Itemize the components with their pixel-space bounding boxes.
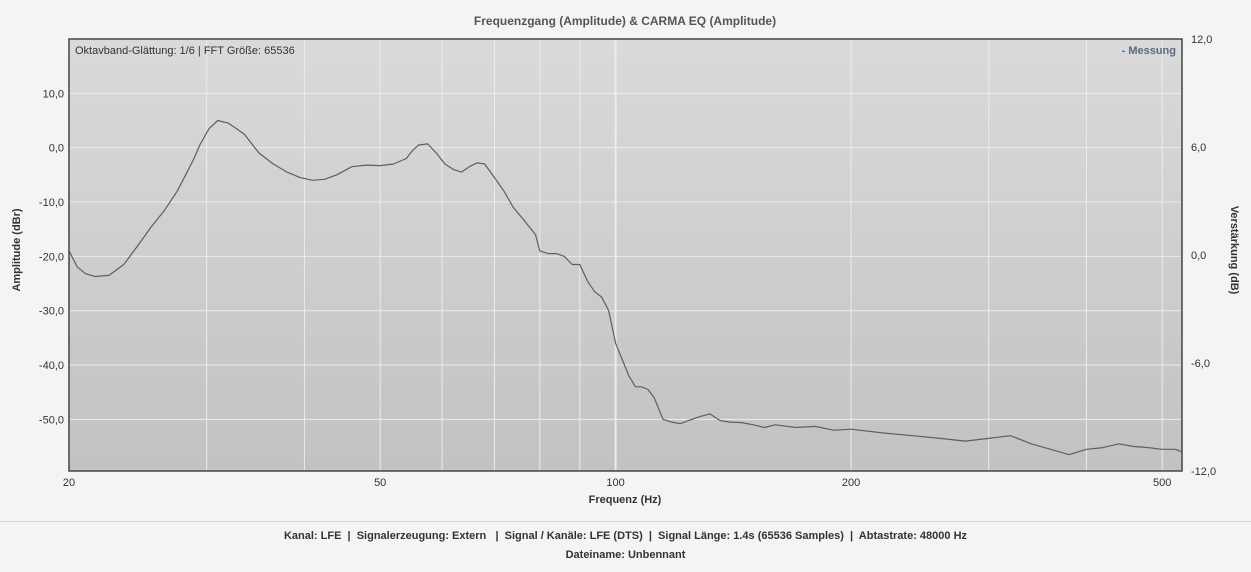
plot-border	[68, 38, 1183, 472]
y-tick-label-right: 12,0	[1191, 34, 1212, 46]
y-tick-label-left: -30,0	[39, 306, 64, 318]
legend-entry[interactable]: - Messung	[1122, 45, 1176, 57]
grid-lines	[69, 39, 1182, 471]
y-tick-label-left: -40,0	[39, 360, 64, 372]
y-tick-label-left: 10,0	[43, 88, 64, 100]
info-text: Oktavband-Glättung: 1/6 | FFT Größe: 655…	[75, 45, 295, 57]
x-tick-label: 500	[1153, 477, 1171, 489]
signal-info: Kanal: LFE | Signalerzeugung: Extern | S…	[283, 530, 968, 542]
x-tick-label: 50	[374, 477, 386, 489]
status-footer: Kanal: LFE | Signalerzeugung: Extern | S…	[0, 521, 1251, 572]
x-tick-label: 100	[606, 477, 624, 489]
x-tick-label: 20	[63, 477, 75, 489]
x-tick-label: 200	[842, 477, 860, 489]
series-line-messung	[68, 119, 1183, 456]
y-tick-label-left: -50,0	[39, 414, 64, 426]
y-tick-label-right: -6,0	[1191, 358, 1210, 370]
y-tick-label-right: 6,0	[1191, 142, 1206, 154]
plot-area	[69, 39, 1182, 471]
chart-title: Frequenzgang (Amplitude) & CARMA EQ (Amp…	[474, 14, 776, 28]
y-tick-label-left: 0,0	[49, 143, 64, 155]
frequency-response-chart: Frequenzgang (Amplitude) & CARMA EQ (Amp…	[11, 14, 1240, 506]
file-name: Dateiname: Unbennant	[565, 549, 686, 561]
y-axis-label-left: Amplitude (dBr)	[11, 208, 23, 291]
y-tick-label-left: -10,0	[39, 197, 64, 209]
y-tick-label-right: 0,0	[1191, 250, 1206, 262]
y-tick-label-right: -12,0	[1191, 466, 1216, 478]
y-axis-label-right: Verstärkung (dB)	[1228, 206, 1240, 295]
x-axis-label: Frequenz (Hz)	[589, 494, 662, 506]
y-tick-label-left: -20,0	[39, 251, 64, 263]
